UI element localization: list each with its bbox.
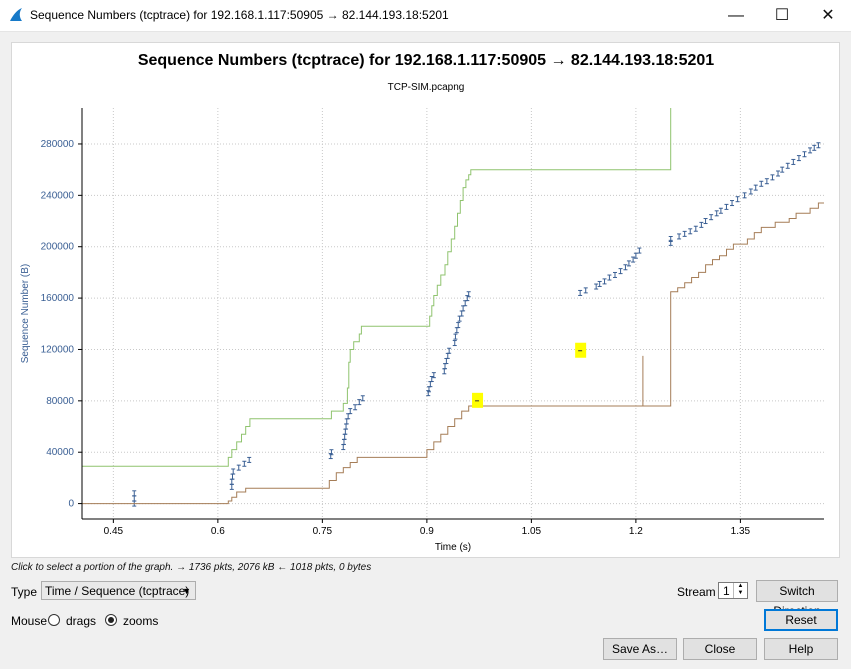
graph-panel[interactable]: Sequence Numbers (tcptrace) for 192.168.… bbox=[11, 42, 840, 558]
y-tick-label: 40000 bbox=[46, 447, 74, 458]
help-button[interactable]: Help bbox=[764, 638, 838, 660]
reset-button[interactable]: Reset bbox=[764, 609, 838, 631]
window-titlebar: Sequence Numbers (tcptrace) for 192.168.… bbox=[0, 0, 851, 32]
stream-label: Stream bbox=[677, 585, 716, 599]
x-tick-label: 0.45 bbox=[104, 526, 124, 537]
y-tick-label: 280000 bbox=[41, 139, 75, 150]
mouse-label: Mouse bbox=[11, 614, 48, 628]
ack-line bbox=[82, 202, 824, 505]
type-label: Type bbox=[11, 585, 38, 599]
zooms-label[interactable]: zooms bbox=[123, 614, 159, 628]
x-axis-label: Time (s) bbox=[435, 542, 471, 553]
stream-value: 1 bbox=[723, 584, 730, 598]
type-select-value: Time / Sequence (tcptrace) bbox=[45, 584, 190, 598]
graph-subtitle: TCP-SIM.pcapng bbox=[388, 82, 465, 93]
graph-hint-text: Click to select a portion of the graph. … bbox=[11, 562, 372, 573]
minimize-button[interactable]: — bbox=[728, 7, 744, 24]
close-button[interactable]: Close bbox=[683, 638, 757, 660]
x-tick-label: 0.6 bbox=[211, 526, 225, 537]
x-tick-label: 0.9 bbox=[420, 526, 434, 537]
radio-selected-dot bbox=[108, 617, 114, 623]
close-window-button[interactable]: ✕ bbox=[821, 7, 835, 24]
graph-title: Sequence Numbers (tcptrace) for 192.168.… bbox=[138, 52, 714, 69]
stream-spinbox[interactable]: 1 ▲ ▼ bbox=[718, 582, 748, 599]
y-axis-label: Sequence Number (B) bbox=[20, 264, 31, 364]
x-tick-label: 1.2 bbox=[629, 526, 643, 537]
zooms-radio[interactable] bbox=[105, 614, 117, 626]
x-tick-label: 0.75 bbox=[313, 526, 333, 537]
drags-label[interactable]: drags bbox=[66, 614, 97, 628]
y-tick-label: 160000 bbox=[41, 293, 75, 304]
grid-lines bbox=[82, 108, 824, 519]
y-tick-label: 80000 bbox=[46, 396, 74, 407]
type-select[interactable]: Time / Sequence (tcptrace) ▼ bbox=[41, 581, 196, 600]
spin-arrows-icon[interactable]: ▲ ▼ bbox=[733, 583, 747, 598]
window-line bbox=[82, 108, 672, 467]
drags-radio[interactable] bbox=[48, 614, 60, 626]
window-title: Sequence Numbers (tcptrace) for 192.168.… bbox=[30, 8, 449, 22]
y-tick-label: 120000 bbox=[41, 344, 75, 355]
axes: 0.45 0.6 0.75 0.9 1.05 1.2 1.35 0 40000 80000 1200… bbox=[41, 108, 824, 537]
x-tick-label: 1.05 bbox=[522, 526, 542, 537]
maximize-button[interactable]: ☐ bbox=[774, 7, 790, 24]
switch-direction-button[interactable]: Switch Direction bbox=[756, 580, 838, 618]
plot-series bbox=[82, 108, 824, 507]
sequence-graph[interactable]: Sequence Numbers (tcptrace) for 192.168.… bbox=[12, 43, 839, 557]
y-tick-label: 200000 bbox=[41, 242, 75, 253]
y-tick-label: 240000 bbox=[41, 190, 75, 201]
wireshark-fin-icon bbox=[10, 8, 22, 21]
dropdown-arrow-icon: ▼ bbox=[182, 586, 191, 596]
save-as-button[interactable]: Save As… bbox=[603, 638, 677, 660]
y-tick-label: 0 bbox=[68, 499, 74, 510]
x-tick-label: 1.35 bbox=[731, 526, 751, 537]
